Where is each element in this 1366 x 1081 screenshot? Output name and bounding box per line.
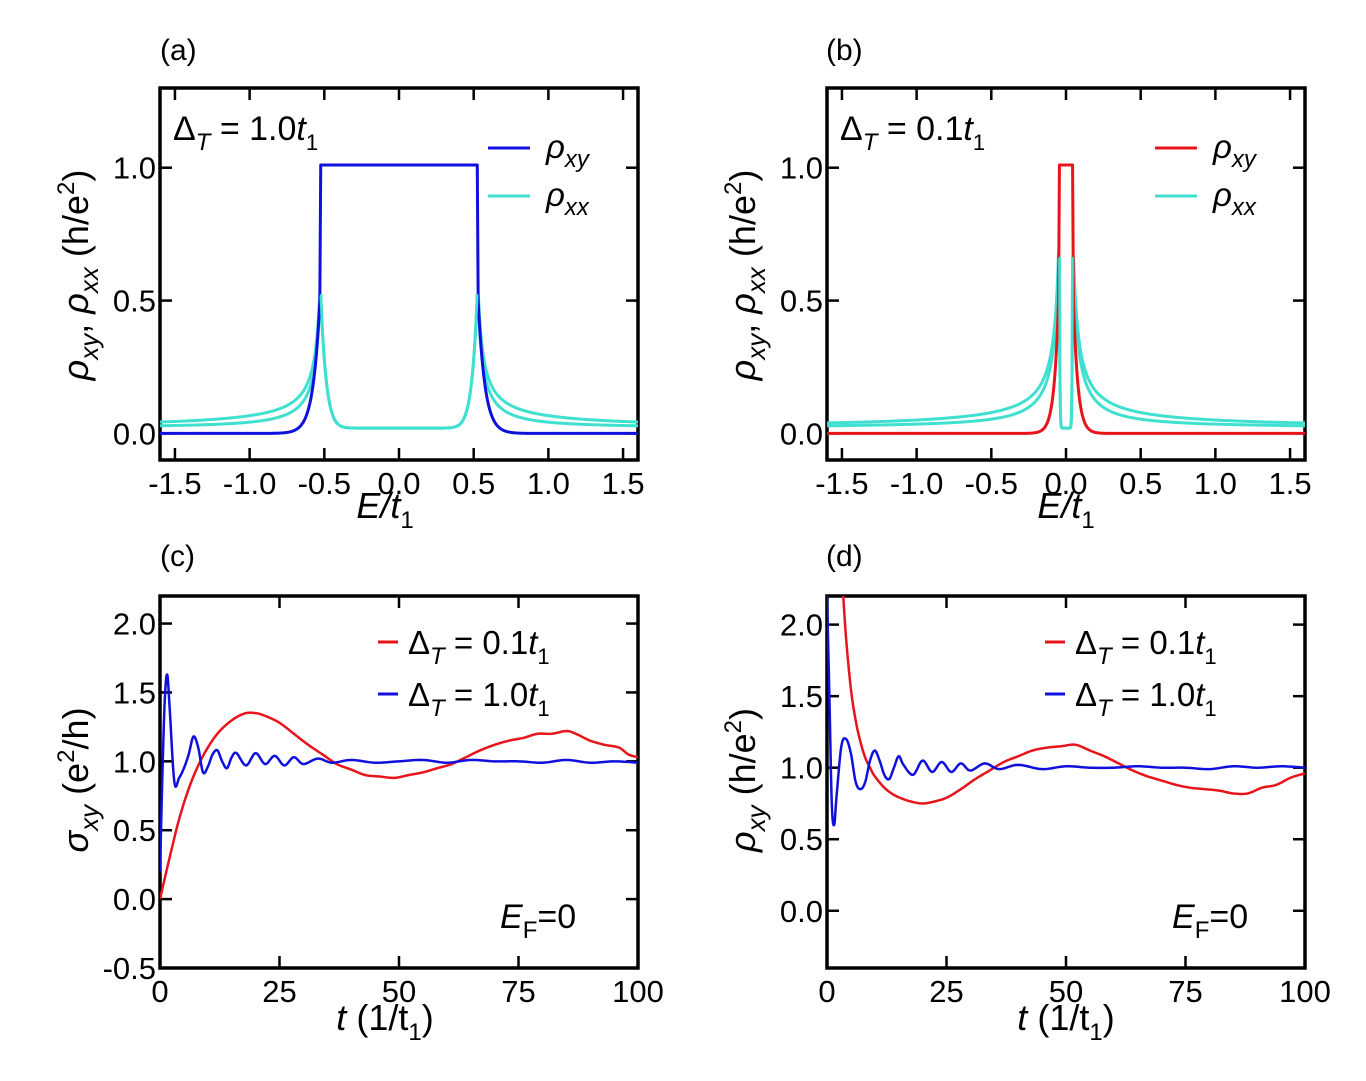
series-rhoxx-a	[160, 295, 638, 428]
x-tick-label-c: 25	[262, 974, 296, 1009]
x-tick-label-d: 100	[1279, 974, 1331, 1009]
series-rhoxx-band-b	[827, 258, 1305, 428]
legend-label-a-rhoxx: ρxx	[545, 176, 590, 221]
panel-b: (b) -1.5 -1.0 -0.5 0.0 0.5 1.0 1.50.00.51.0 ΔT…	[720, 34, 1312, 534]
x-tick-label-d: 75	[1168, 974, 1202, 1009]
y-axis-label-c: σxy (e2/h)	[53, 707, 104, 852]
x-tick-label-b: 0.5	[1119, 466, 1162, 501]
series-rhoxx-b	[827, 252, 1305, 428]
panel-a: (a) -1.5 -1.0 -0.5 0.0 0.5 1.0 1.50.00.51.0 ΔT…	[53, 34, 645, 534]
y-tick-label-c: 2.0	[113, 607, 156, 642]
ticks-c: 0 25 50 75 100-0.50.00.51.01.52.0	[103, 596, 664, 1009]
x-tick-label-a: -1.0	[223, 466, 276, 501]
y-tick-label-b: 0.0	[780, 416, 823, 451]
y-tick-label-d: 0.0	[780, 894, 823, 929]
series-delta-1.0-d	[827, 596, 1305, 825]
y-tick-label-a: 0.5	[113, 284, 156, 319]
legend-label-a-rhoxy: ρxy	[545, 128, 591, 173]
y-tick-label-c: 1.0	[113, 744, 156, 779]
legend-label-d-blue: ΔT = 1.0t1	[1075, 676, 1217, 722]
y-axis-label-b: ρxy, ρxx (h/e2)	[720, 170, 771, 382]
x-tick-label-b: -1.0	[890, 466, 943, 501]
y-tick-label-d: 1.5	[780, 679, 823, 714]
legend-label-c-red: ΔT = 0.1t1	[408, 624, 550, 670]
figure: (a) -1.5 -1.0 -0.5 0.0 0.5 1.0 1.5 0.0 0.5 1.0 ΔT…	[0, 0, 1366, 1081]
x-tick-label-a: 0.5	[452, 466, 495, 501]
panel-label-d: (d)	[826, 540, 863, 573]
x-tick-label-d: 0	[818, 974, 835, 1009]
series-rhoxx-gap-a	[320, 295, 478, 428]
y-tick-label-b: 1.0	[780, 151, 823, 186]
series-delta-0.1-c	[160, 713, 638, 899]
y-tick-label-b: 0.5	[780, 284, 823, 319]
x-tick-label-c: 75	[501, 974, 535, 1009]
x-tick-label-a: -0.5	[298, 466, 351, 501]
panel-label-c: (c)	[160, 540, 195, 573]
y-tick-label-a: 1.0	[113, 151, 156, 186]
curves-d	[827, 596, 1305, 825]
panel-label-a: (a)	[160, 34, 197, 67]
panel-label-b: (b)	[826, 34, 863, 67]
x-axis-label-c: t (1/t1)	[336, 997, 433, 1046]
x-tick-label-a: 1.5	[602, 466, 645, 501]
y-tick-label-c: 0.0	[113, 882, 156, 917]
legend-label-d-red: ΔT = 0.1t1	[1075, 624, 1217, 670]
y-tick-label-a: 0.0	[113, 416, 156, 451]
fermi-annotation-d: EF=0	[1172, 898, 1248, 944]
y-tick-label-c: 1.5	[113, 675, 156, 710]
y-tick-label-d: 0.5	[780, 822, 823, 857]
panel-c: (c) 0 25 50 75 100-0.50.00.51.01.52.0 ΔT = 0…	[53, 540, 664, 1046]
x-tick-label-b: -1.5	[815, 466, 868, 501]
x-tick-label-d: 25	[929, 974, 963, 1009]
x-tick-label-b: 1.0	[1194, 466, 1237, 501]
y-tick-label-c: -0.5	[103, 951, 156, 986]
x-axis-label-d: t (1/t1)	[1017, 997, 1114, 1046]
y-tick-label-d: 2.0	[780, 608, 823, 643]
x-tick-label-c: 100	[612, 974, 664, 1009]
y-axis-label-a: ρxy, ρxx (h/e2)	[53, 170, 104, 382]
x-tick-label-a: 1.0	[527, 466, 570, 501]
x-tick-label-b: 1.5	[1269, 466, 1312, 501]
fermi-annotation-c: EF=0	[500, 898, 576, 944]
y-axis-label-d: ρxy (h/e2)	[720, 708, 771, 853]
delta-annotation-b: ΔT = 0.1t1	[840, 110, 985, 156]
y-tick-label-c: 0.5	[113, 813, 156, 848]
series-delta-1.0-c	[160, 675, 638, 872]
x-tick-label-b: -0.5	[965, 466, 1018, 501]
y-tick-label-d: 1.0	[780, 751, 823, 786]
legend-label-b-rhoxx: ρxx	[1212, 176, 1257, 221]
legend-label-c-blue: ΔT = 1.0t1	[408, 676, 550, 722]
x-tick-label-a: -1.5	[148, 466, 201, 501]
legend-label-b-rhoxy: ρxy	[1212, 128, 1258, 173]
series-rhoxx-band-a	[160, 295, 638, 428]
delta-annotation-a: ΔT = 1.0t1	[173, 110, 318, 156]
curves-c	[160, 675, 638, 900]
